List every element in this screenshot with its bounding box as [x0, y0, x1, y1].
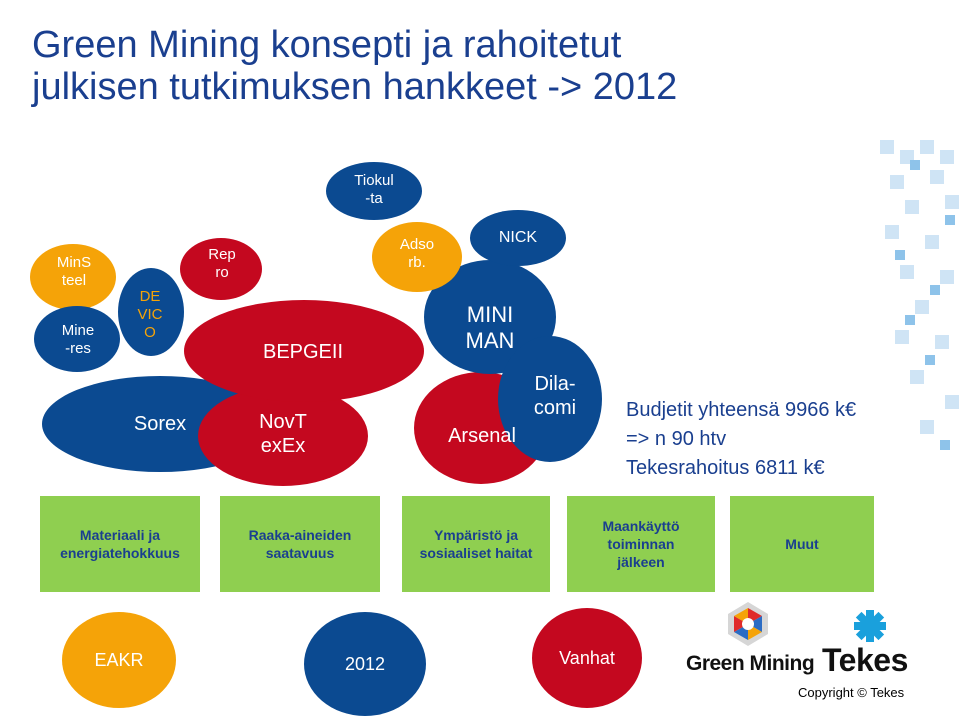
legend-eakr: EAKR: [62, 612, 176, 708]
bepgeii-blob: [184, 300, 424, 402]
arsenal-label: Arsenal: [448, 425, 516, 447]
budget-tekes-funding: Tekesrahoitus 6811 k€: [626, 457, 825, 479]
budget-summary: Budjetit yhteensä 9966 k€ => n 90 htv Te…: [626, 396, 856, 483]
budget-total: Budjetit yhteensä 9966 k€: [626, 399, 857, 421]
devico-label: DE VIC O: [137, 288, 163, 341]
minsteel-blob: [30, 244, 116, 310]
tiokulta-blob: [326, 162, 422, 220]
nick-blob: [470, 210, 566, 266]
category-materiaali: Materiaali ja energiatehokkuus: [40, 496, 200, 592]
dilacomi-label: Dila- comi: [533, 373, 577, 419]
dilacomi-blob: [498, 336, 602, 462]
slide-title: Green Mining konsepti ja rahoitetut julk…: [32, 24, 677, 108]
novtexex-blob: [198, 386, 368, 486]
legend-eakr-label: EAKR: [94, 649, 144, 670]
adsorb-blob: [372, 222, 462, 292]
category-muut: Muut: [730, 496, 874, 592]
miniman-label: MINI MAN: [465, 302, 515, 354]
nick-label: NICK: [498, 229, 538, 246]
reppro-blob: [180, 238, 262, 300]
minsteel-label: MinS teel: [56, 254, 92, 289]
mineres-blob: [34, 306, 120, 372]
reppro-label: Rep ro: [208, 246, 236, 281]
legend-2012: 2012: [304, 612, 426, 716]
devico-blob: [118, 268, 184, 356]
budget-person-years: => n 90 htv: [626, 428, 727, 450]
legend-vanhat-label: Vanhat: [559, 647, 615, 668]
tiokulta-label: Tiokul -ta: [354, 172, 394, 207]
green-mining-logo-text: Green Mining: [686, 652, 815, 675]
tekes-logo-text: Tekes: [822, 642, 908, 678]
legend-vanhat: Vanhat: [532, 608, 642, 708]
tekes-logo-icon: [854, 610, 886, 642]
green-mining-logo-icon: [728, 602, 768, 646]
copyright-notice: Copyright © Tekes: [798, 685, 905, 700]
sorex-label: Sorex: [133, 413, 187, 435]
category-ymparisto: Ympäristö ja sosiaaliset haitat: [402, 496, 550, 592]
mineres-label: Mine -res: [61, 322, 95, 357]
category-raaka-aineet: Raaka-aineiden saatavuus: [220, 496, 380, 592]
legend-2012-label: 2012: [344, 653, 386, 674]
bepgeii-label: BEPGEII: [262, 341, 344, 363]
title-line-1: Green Mining konsepti ja rahoitetut: [32, 24, 622, 66]
novtexex-label: NovT exEx: [259, 411, 307, 457]
title-line-2: julkisen tutkimuksen hankkeet -> 2012: [32, 66, 678, 108]
category-maankaytto: Maankäyttö toiminnan jälkeen: [567, 496, 715, 592]
adsorb-label: Adso rb.: [399, 236, 435, 271]
